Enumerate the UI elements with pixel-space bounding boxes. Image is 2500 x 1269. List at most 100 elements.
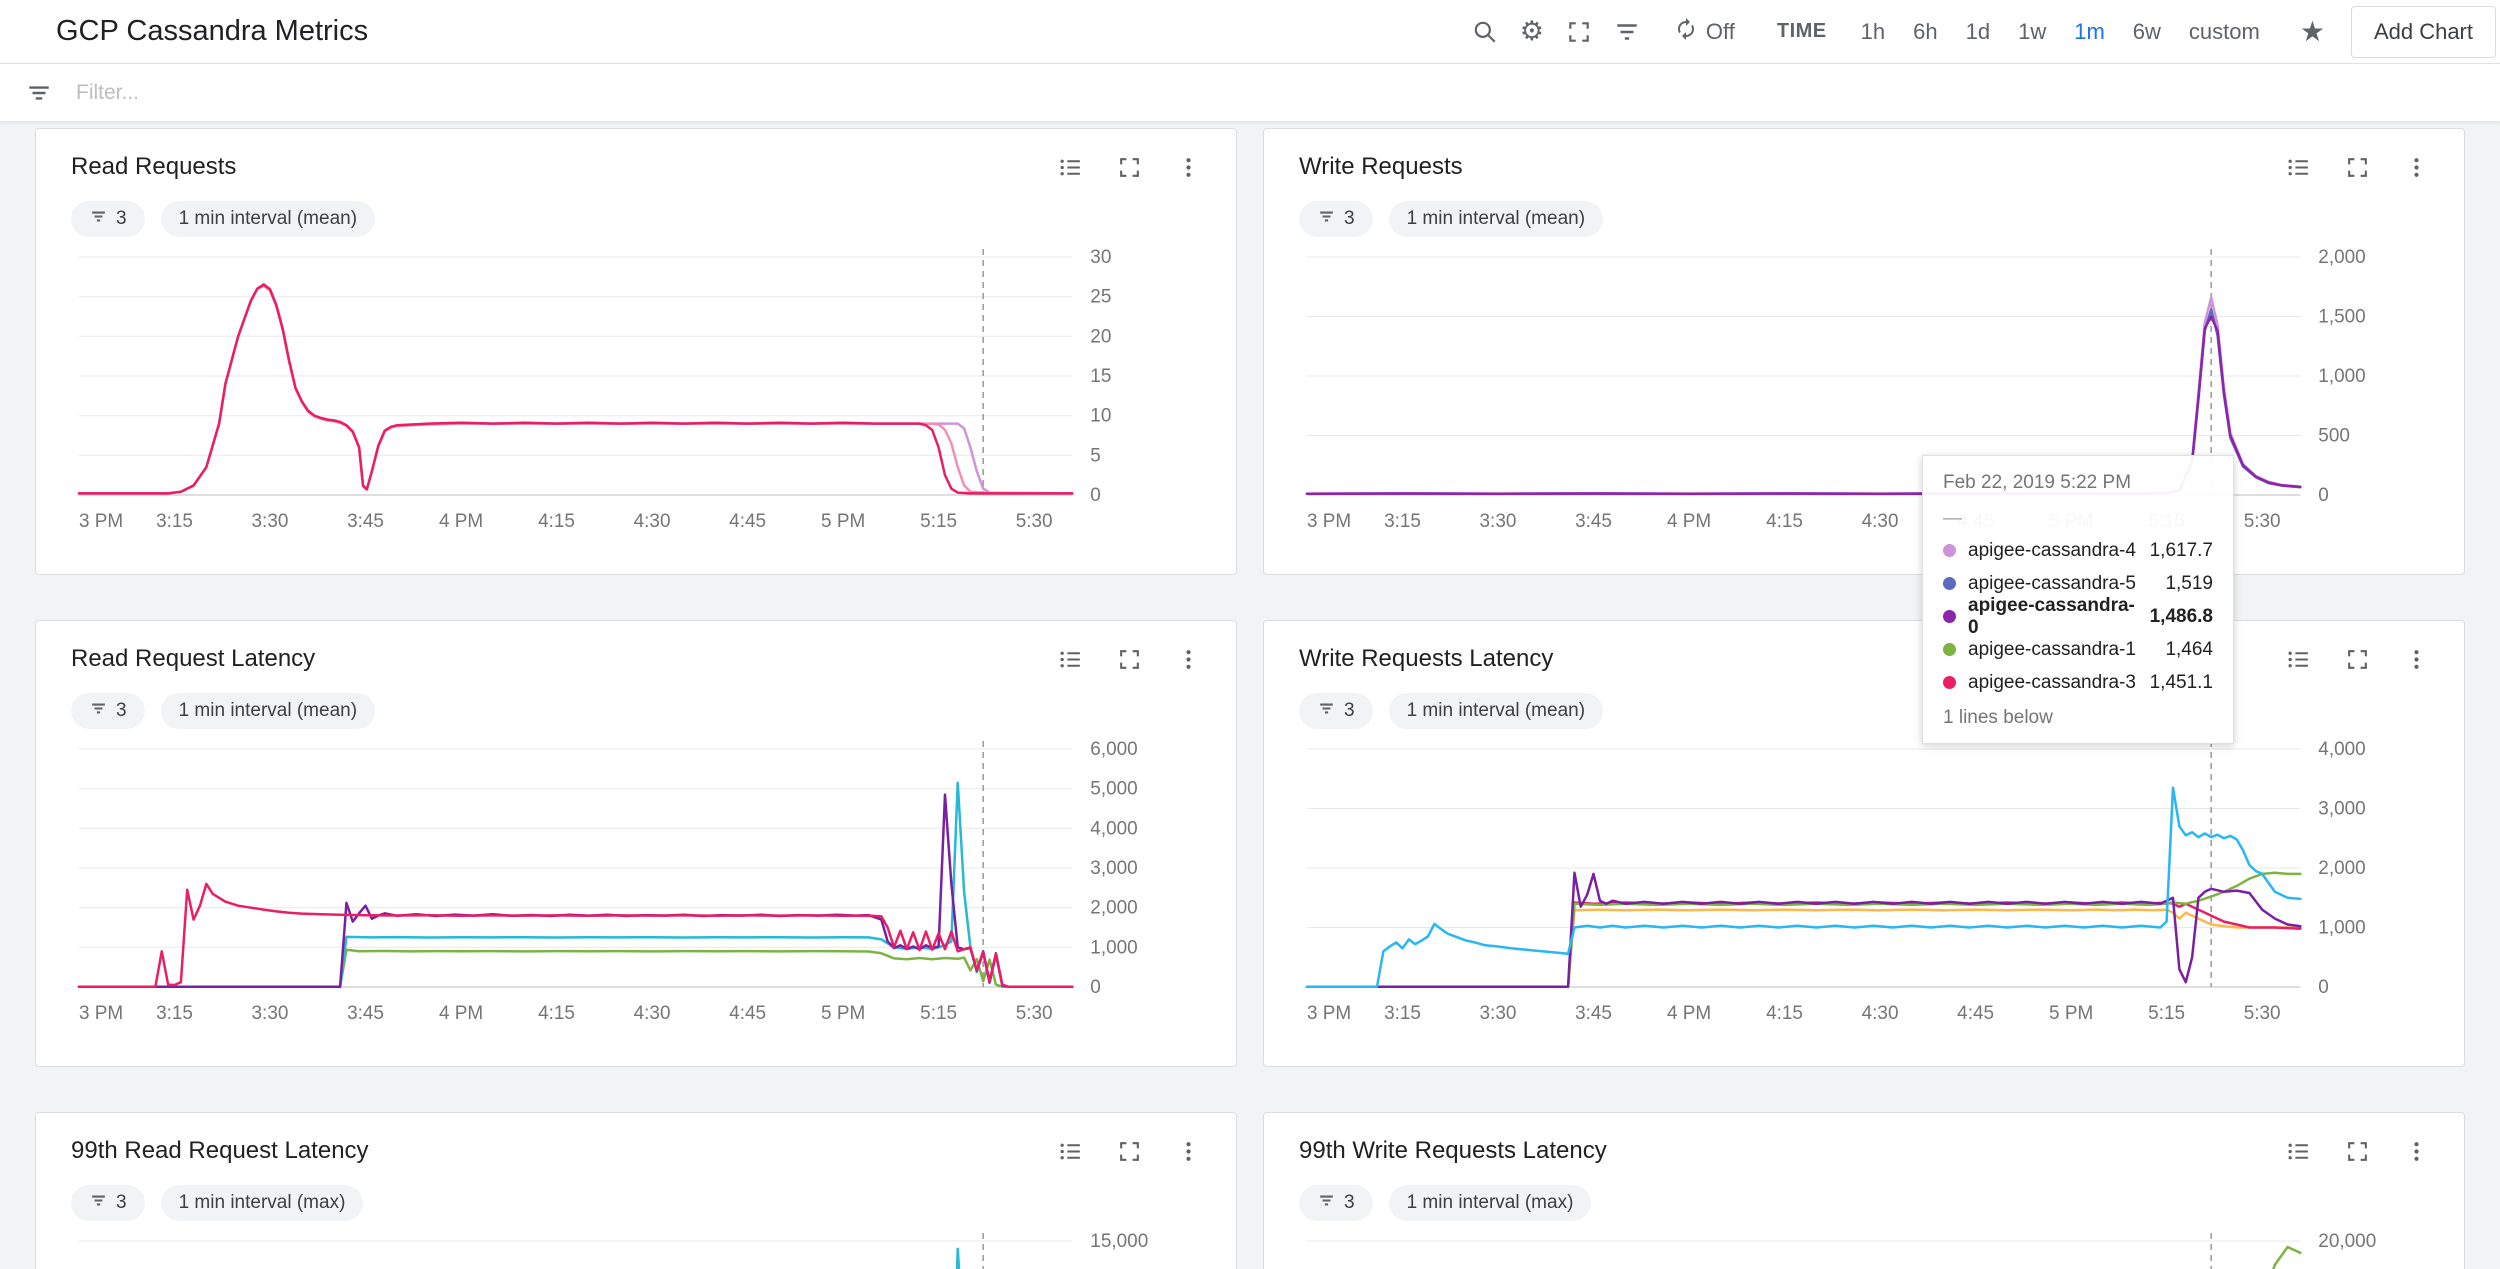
svg-text:3:30: 3:30 [252,1003,289,1024]
series-value: 1,464 [2165,638,2213,660]
auto-refresh-control[interactable]: Off [1674,17,1735,46]
more-options-icon[interactable] [2404,155,2429,180]
fullscreen-icon[interactable] [1566,19,1592,45]
expand-chart-icon[interactable] [1117,1139,1142,1164]
svg-text:2,000: 2,000 [2318,247,2365,268]
legend-list-icon[interactable] [2286,155,2311,180]
interval-chip-label: 1 min interval (mean) [178,208,358,229]
dashboard-content: Read Requests 3 1 min i [0,122,2500,1269]
chart-card-header: Write Requests [1299,129,2429,181]
expand-chart-icon[interactable] [2345,647,2370,672]
time-range-1d[interactable]: 1d [1965,18,1991,44]
chart-plot[interactable]: 0 1,000 2,000 3,000 4,000 5,000 6,000 3 PM 3:15 3… [71,735,1201,1047]
legend-list-icon[interactable] [2286,647,2311,672]
chart-card-icons [1058,647,1201,672]
filter-list-icon[interactable] [1614,19,1640,45]
chart-card-header: Read Request Latency [71,621,1201,673]
chart-plot[interactable]: 0 1,000 2,000 3,000 4,000 3 PM 3:15 3:30 3:45 4 P… [1299,735,2429,1047]
chart-title: 99th Read Request Latency [71,1137,369,1164]
svg-text:1,500: 1,500 [2318,306,2365,327]
chart-title: 99th Write Requests Latency [1299,1137,1607,1164]
add-chart-button[interactable]: Add Chart [2350,5,2496,58]
svg-text:3:15: 3:15 [1384,1003,1421,1024]
more-options-icon[interactable] [1176,647,1201,672]
more-options-icon[interactable] [1176,1139,1201,1164]
svg-text:3:30: 3:30 [1480,511,1517,532]
filter-chip[interactable]: 3 [71,693,145,729]
time-range-1m[interactable]: 1m [2074,18,2105,44]
tooltip-rows: apigee-cassandra-4 1,617.7 apigee-cassandr… [1943,534,2213,699]
svg-text:4:30: 4:30 [634,1003,671,1024]
svg-text:4:45: 4:45 [729,1003,766,1024]
time-label: TIME [1776,20,1827,42]
svg-text:4:15: 4:15 [1766,1003,1803,1024]
time-range-custom[interactable]: custom [2188,18,2260,44]
chart-chips: 3 1 min interval (mean) [71,693,1201,729]
series-value: 1,617.7 [2149,539,2213,561]
chart-plot[interactable]: 0 500 1,000 1,500 2,000 3 PM 3:15 3:30 3:45 4 PM 4… [1299,243,2429,555]
svg-text:3:15: 3:15 [156,511,193,532]
legend-list-icon[interactable] [2286,1139,2311,1164]
legend-list-icon[interactable] [1058,1139,1083,1164]
chart-title: Read Request Latency [71,645,316,672]
filter-chip[interactable]: 3 [71,201,145,237]
charts-grid: Read Requests 3 1 min i [35,128,2465,1269]
filter-chip-count: 3 [116,208,127,229]
interval-chip[interactable]: 1 min interval (mean) [160,201,376,237]
filter-chip[interactable]: 3 [1299,693,1373,729]
expand-chart-icon[interactable] [1117,155,1142,180]
settings-gear-icon[interactable]: ⚙ [1519,16,1544,46]
chart-card: Read Requests 3 1 min i [35,128,1237,575]
filter-chip-count: 3 [116,700,127,721]
chart-card-icons [2286,647,2429,672]
series-value: 1,519 [2165,572,2213,594]
expand-chart-icon[interactable] [2345,1139,2370,1164]
svg-text:4:15: 4:15 [538,1003,575,1024]
time-range-1h[interactable]: 1h [1860,18,1886,44]
chart-card-icons [1058,155,1201,180]
time-range-list: 1h 6h 1d 1w 1m 6w custom [1861,19,2260,45]
series-color-dot [1943,610,1956,623]
filter-icon[interactable] [26,80,52,106]
svg-text:4,000: 4,000 [1090,818,1137,839]
tooltip-row: apigee-cassandra-5 1,519 [1943,567,2213,600]
svg-text:0: 0 [1090,977,1101,998]
filter-chip[interactable]: 3 [1299,1185,1373,1221]
interval-chip[interactable]: 1 min interval (max) [1388,1185,1592,1221]
time-range-6h[interactable]: 6h [1913,18,1938,44]
interval-chip[interactable]: 1 min interval (mean) [160,693,376,729]
chip-filter-icon [89,699,108,724]
time-range-1w[interactable]: 1w [2018,18,2047,44]
series-color-dot [1943,577,1956,590]
filter-chip[interactable]: 3 [71,1185,145,1221]
legend-list-icon[interactable] [1058,647,1083,672]
chart-plot[interactable]: 0 5 10 15 20 25 30 3 PM 3:15 3:30 3:45 4 PM 4:15 4:30… [71,243,1201,555]
svg-text:30: 30 [1090,247,1111,268]
interval-chip[interactable]: 1 min interval (mean) [1388,693,1604,729]
filter-chip-count: 3 [1344,700,1355,721]
svg-text:5:15: 5:15 [2148,1003,2185,1024]
more-options-icon[interactable] [2404,1139,2429,1164]
expand-chart-icon[interactable] [2345,155,2370,180]
more-options-icon[interactable] [2404,647,2429,672]
time-range-6w[interactable]: 6w [2132,18,2161,44]
svg-text:10: 10 [1090,406,1111,427]
legend-list-icon[interactable] [1058,155,1083,180]
svg-text:500: 500 [2318,425,2350,446]
chart-card-header: Read Requests [71,129,1201,181]
interval-chip[interactable]: 1 min interval (mean) [1388,201,1604,237]
more-options-icon[interactable] [1176,155,1201,180]
filter-chip[interactable]: 3 [1299,201,1373,237]
chart-chips: 3 1 min interval (max) [1299,1185,2429,1221]
svg-text:4:15: 4:15 [538,511,575,532]
chart-card: 99th Read Request Latency 3 [35,1112,1237,1269]
search-icon[interactable] [1472,19,1498,45]
interval-chip[interactable]: 1 min interval (max) [160,1185,364,1221]
filter-input[interactable] [76,80,2474,105]
svg-text:3 PM: 3 PM [79,1003,123,1024]
star-icon[interactable]: ★ [2299,15,2325,47]
expand-chart-icon[interactable] [1117,647,1142,672]
chart-card: Write Requests 3 1 min [1263,128,2465,575]
